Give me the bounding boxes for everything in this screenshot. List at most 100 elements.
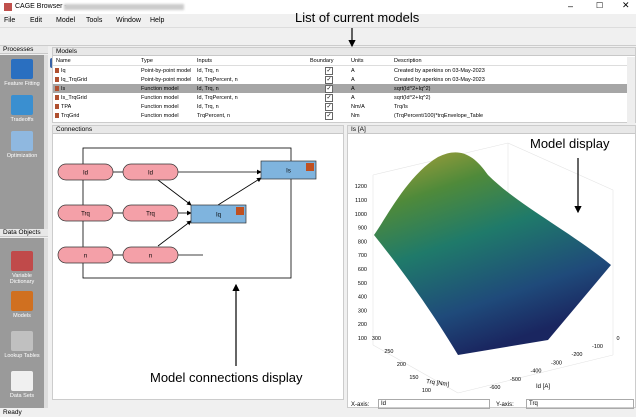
node-label: n bbox=[149, 254, 152, 260]
title-bar: CAGE Browser - – ☐ ✕ bbox=[0, 0, 636, 14]
x-axis-dropdown[interactable]: Id bbox=[378, 399, 490, 409]
z-tick-label: 1200 bbox=[355, 184, 367, 190]
cell: A bbox=[351, 94, 355, 101]
connection bbox=[157, 220, 192, 247]
id-tick-label: -200 bbox=[571, 352, 582, 358]
cell: Is bbox=[61, 85, 66, 92]
nav-item[interactable]: Data Sets bbox=[0, 371, 44, 399]
z-tick-label: 200 bbox=[358, 322, 367, 328]
model-icon bbox=[55, 68, 59, 73]
y-axis-dropdown[interactable]: Trq bbox=[526, 399, 634, 409]
model-node[interactable] bbox=[260, 160, 317, 180]
nav-label: Tradeoffs bbox=[10, 117, 34, 123]
nav-icon bbox=[11, 251, 33, 271]
boundary-checkbox[interactable]: ✓ bbox=[325, 67, 333, 75]
scrollbar[interactable] bbox=[627, 57, 635, 123]
menu-bar: File Edit Model Tools Window Help bbox=[0, 15, 636, 27]
trq-tick-label: 150 bbox=[409, 375, 418, 381]
panel-header: Models bbox=[53, 48, 635, 56]
menu-item[interactable]: Tools bbox=[86, 17, 103, 24]
table-row[interactable]: Iq Point-by-point model Id, Trq, n A Created… bbox=[53, 66, 627, 75]
z-tick-label: 1100 bbox=[355, 198, 367, 204]
nav-icon bbox=[11, 95, 33, 115]
id-tick-label: -100 bbox=[592, 344, 603, 350]
cell: Id, Trq, n bbox=[197, 85, 219, 92]
nav-item[interactable]: Tradeoffs bbox=[0, 95, 44, 123]
models-panel: Models Name Type Inputs Boundary Units Descri… bbox=[52, 47, 636, 123]
connection bbox=[217, 177, 262, 206]
menu-item[interactable]: File bbox=[4, 17, 16, 24]
cell: Point-by-point model bbox=[141, 67, 192, 74]
table-row[interactable]: TPA Function model Id, Trq, n Nm/A Trq/Is ✓ bbox=[53, 102, 627, 111]
column-header[interactable]: Type bbox=[141, 58, 153, 64]
boundary-checkbox[interactable]: ✓ bbox=[325, 103, 333, 111]
cell: Nm/A bbox=[351, 103, 365, 110]
nav-item[interactable]: Feature Fitting bbox=[0, 59, 44, 87]
scrollbar[interactable] bbox=[44, 55, 48, 231]
window-title: CAGE Browser - bbox=[15, 3, 67, 10]
input-node[interactable] bbox=[122, 204, 179, 222]
cell: TPA bbox=[61, 103, 72, 110]
column-header[interactable]: Name bbox=[56, 58, 71, 64]
input-node[interactable] bbox=[57, 246, 114, 264]
boundary-checkbox[interactable]: ✓ bbox=[325, 112, 333, 120]
panel-header: Processes bbox=[0, 46, 48, 54]
cell: Id, Trq, n bbox=[197, 67, 219, 74]
z-tick-label: 100 bbox=[358, 336, 367, 342]
close-button[interactable]: ✕ bbox=[622, 0, 630, 10]
menu-item[interactable]: Window bbox=[116, 17, 141, 24]
menu-item[interactable]: Help bbox=[150, 17, 165, 24]
nav-icon bbox=[11, 59, 33, 79]
blurred-path bbox=[64, 4, 184, 10]
node-label: Trq bbox=[81, 212, 90, 218]
panel-header: Data Objects bbox=[0, 229, 48, 237]
nav-label: Lookup Tables bbox=[4, 353, 40, 359]
table-row[interactable]: Is_TrqGrid Function model Id, TrqPercent, … bbox=[53, 93, 627, 102]
maximize-button[interactable]: ☐ bbox=[596, 1, 604, 10]
input-node[interactable] bbox=[122, 163, 179, 181]
menu-item[interactable]: Model bbox=[56, 17, 76, 24]
boundary-checkbox[interactable]: ✓ bbox=[325, 94, 333, 102]
z-tick-label: 900 bbox=[358, 226, 367, 232]
nav-item[interactable]: Lookup Tables bbox=[0, 331, 44, 359]
column-header[interactable]: Inputs bbox=[197, 58, 212, 64]
nav-item[interactable]: Optimization bbox=[0, 131, 44, 159]
menu-item[interactable]: Edit bbox=[30, 17, 43, 24]
z-tick-label: 300 bbox=[358, 308, 367, 314]
table-row[interactable]: TrqGrid Function model TrqPercent, n Nm (Trq… bbox=[53, 111, 627, 120]
column-header[interactable]: Units bbox=[351, 58, 364, 64]
nav-label: Models bbox=[13, 313, 31, 319]
node-label: Id bbox=[83, 171, 88, 177]
table-row[interactable]: Iq_TrqGrid Point-by-point model Id, TrqPer… bbox=[53, 75, 627, 84]
z-tick-label: 800 bbox=[358, 239, 367, 245]
cell: Function model bbox=[141, 112, 179, 119]
input-node[interactable] bbox=[122, 246, 179, 264]
boundary-checkbox[interactable]: ✓ bbox=[325, 85, 333, 93]
cell: Is_TrqGrid bbox=[61, 94, 87, 101]
minimize-button[interactable]: – bbox=[568, 1, 574, 11]
trq-tick-label: 250 bbox=[384, 349, 393, 355]
nav-icon bbox=[11, 131, 33, 151]
table-header: Name Type Inputs Boundary Units Description bbox=[53, 57, 627, 66]
connection bbox=[157, 179, 192, 206]
boundary-checkbox[interactable]: ✓ bbox=[325, 76, 333, 84]
nav-label: Feature Fitting bbox=[4, 81, 40, 87]
models-table: Name Type Inputs Boundary Units Description Iq… bbox=[53, 57, 627, 123]
input-node[interactable] bbox=[57, 204, 114, 222]
cell: Created by aperkins on 03-May-2023 bbox=[394, 67, 485, 74]
model-icon bbox=[55, 77, 59, 82]
cell: (TrqPercent/100)*trqEnvelope_Table bbox=[394, 112, 484, 119]
nav-item[interactable]: Variable Dictionary bbox=[0, 251, 44, 285]
column-header[interactable]: Boundary bbox=[310, 58, 334, 64]
column-header[interactable]: Description bbox=[394, 58, 422, 64]
nav-item[interactable]: Models bbox=[0, 291, 44, 319]
cell: A bbox=[351, 85, 355, 92]
input-node[interactable] bbox=[57, 163, 114, 181]
nav-icon bbox=[11, 371, 33, 391]
model-node[interactable] bbox=[190, 204, 247, 224]
plot-panel: Is [A] 100 200 300 400 500 600 700 800 900 1000 11… bbox=[347, 125, 636, 409]
node-label: Iq bbox=[216, 213, 221, 219]
scrollbar[interactable] bbox=[44, 238, 48, 408]
